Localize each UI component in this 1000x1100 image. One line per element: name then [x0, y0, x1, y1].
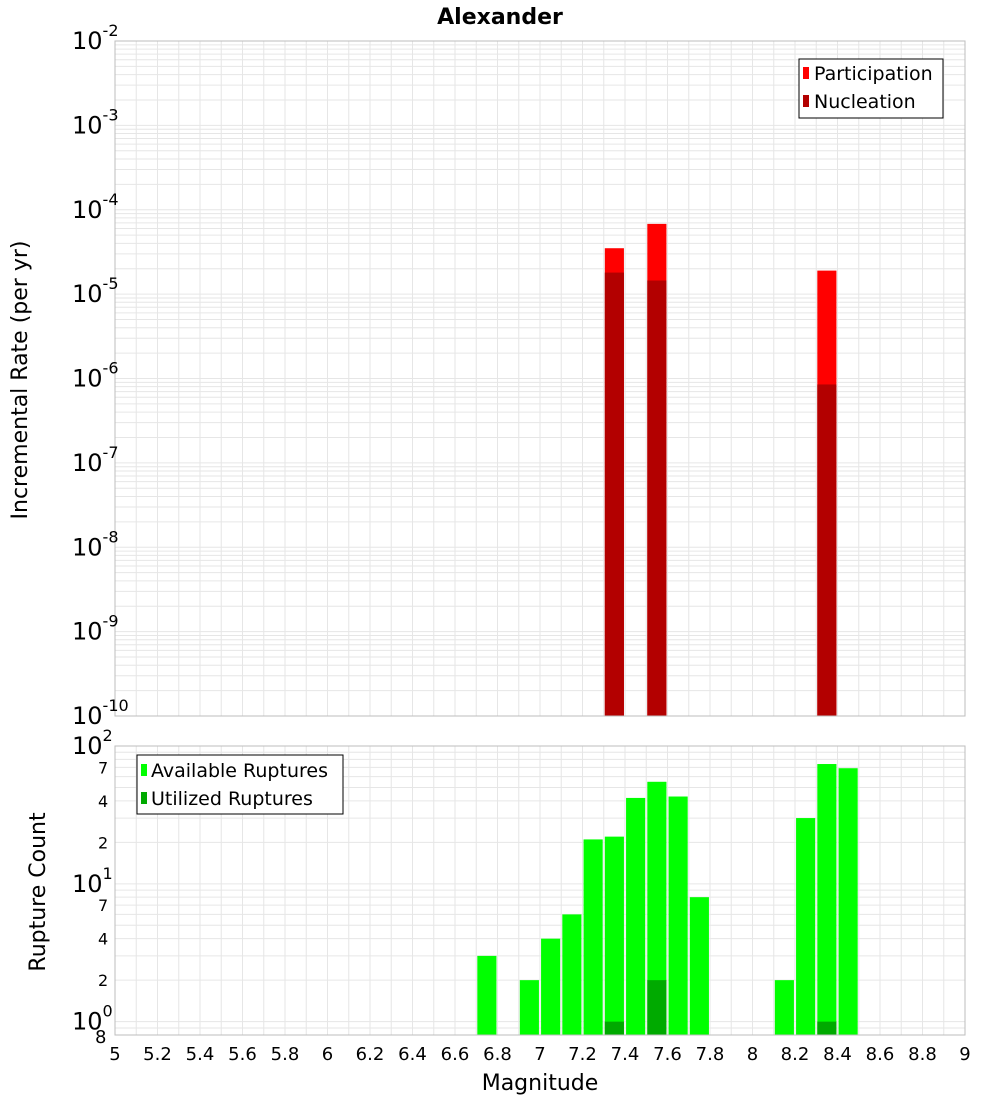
top-y-tick-exponent: -5	[103, 274, 119, 293]
x-tick-label: 5	[109, 1044, 120, 1065]
x-tick-label: 5.6	[228, 1044, 257, 1065]
x-tick-label: 8.8	[908, 1044, 937, 1065]
bottom-y-tick-label: 2	[98, 833, 108, 852]
available-ruptures-bar	[477, 955, 497, 1035]
available-ruptures-bar	[668, 796, 688, 1035]
chart-title: Alexander	[437, 5, 563, 30]
legend-swatch	[141, 792, 147, 804]
top-y-tick-label: 10-2	[72, 21, 119, 55]
top-y-tick-label: 10-10	[72, 696, 129, 730]
top-y-tick-exponent: -2	[103, 21, 119, 40]
available-ruptures-bar	[689, 897, 709, 1035]
legend-swatch	[141, 764, 147, 776]
utilized-ruptures-bar	[817, 1021, 837, 1035]
bottom-legend-box	[136, 754, 344, 815]
nucleation-bar	[817, 384, 837, 716]
x-tick-label: 7.4	[611, 1044, 640, 1065]
bottom-y-tick-label: 7	[98, 758, 108, 777]
top-y-tick-exponent: -4	[103, 190, 119, 209]
x-tick-label: 7.6	[653, 1044, 682, 1065]
bottom-y-tick-label: 101	[72, 864, 113, 898]
nucleation-bar	[647, 280, 667, 716]
bottom-y-tick-exponent: 0	[103, 1002, 113, 1021]
legend-label: Participation	[814, 63, 933, 85]
available-ruptures-bar	[562, 914, 582, 1035]
top-y-tick-label: 10-4	[72, 190, 119, 224]
top-y-tick-label: 10-8	[72, 527, 119, 561]
available-ruptures-bar	[796, 818, 816, 1035]
bottom-y-tick-exponent: 1	[103, 864, 113, 883]
legend-label: Utilized Ruptures	[151, 788, 313, 810]
legend-swatch	[803, 95, 809, 107]
x-tick-label: 8	[747, 1044, 758, 1065]
bottom-y-tick-label: 102	[72, 726, 113, 760]
available-ruptures-bar	[774, 980, 794, 1035]
x-tick-label: 6.8	[483, 1044, 512, 1065]
top-y-tick-exponent: -6	[103, 359, 119, 378]
x-tick-label: 6.4	[398, 1044, 427, 1065]
available-ruptures-bar	[541, 938, 561, 1035]
top-legend-box	[798, 58, 944, 119]
top-legend: Participation Nucleation	[798, 58, 944, 119]
utilized-ruptures-bar	[604, 1021, 624, 1035]
x-tick-label: 5.2	[143, 1044, 172, 1065]
bottom-y-tick-label: 4	[98, 792, 108, 811]
top-y-tick-label: 10-5	[72, 274, 119, 308]
x-tick-label: 6.2	[356, 1044, 385, 1065]
x-tick-label: 7	[534, 1044, 545, 1065]
top-y-tick-exponent: -8	[103, 527, 119, 546]
x-axis-label: Magnitude	[482, 1071, 599, 1096]
legend-label: Nucleation	[814, 91, 916, 113]
available-ruptures-bar	[647, 781, 667, 1035]
legend-swatch	[803, 67, 809, 79]
x-tick-label: 5.8	[271, 1044, 300, 1065]
x-tick-label: 8.4	[823, 1044, 852, 1065]
available-ruptures-bar	[838, 768, 858, 1035]
top-y-tick-exponent: -7	[103, 443, 119, 462]
x-tick-label: 8.2	[781, 1044, 810, 1065]
bottom-y-tick-label: 100	[72, 1002, 113, 1036]
available-ruptures-bar	[519, 980, 539, 1035]
top-y-tick-exponent: -10	[103, 696, 129, 715]
legend-label: Available Ruptures	[151, 760, 328, 782]
bottom-plot-frame	[114, 745, 966, 1036]
top-panel: 10-10 10-9 10-8 10-7 10-6 10-5 10-4 10-3 10-2 Par…	[72, 21, 966, 730]
available-ruptures-bar	[604, 836, 624, 1035]
top-y-axis-label: Incremental Rate (per yr)	[8, 241, 33, 520]
top-y-tick-label: 10-9	[72, 612, 119, 646]
top-y-tick-label: 10-7	[72, 443, 119, 477]
bottom-y-tick-label: 8	[95, 1027, 106, 1048]
utilized-ruptures-bar	[647, 980, 667, 1035]
top-y-tick-exponent: -9	[103, 612, 119, 631]
x-tick-label: 7.8	[696, 1044, 725, 1065]
top-y-tick-label: 10-6	[72, 359, 119, 393]
bottom-y-tick-exponent: 2	[103, 726, 113, 745]
available-ruptures-bar	[626, 797, 646, 1035]
available-ruptures-bar	[583, 839, 603, 1035]
top-y-tick-exponent: -3	[103, 105, 119, 124]
bottom-y-axis-label: Rupture Count	[26, 812, 51, 972]
x-tick-label: 9	[959, 1044, 970, 1065]
nucleation-bar	[604, 272, 624, 716]
x-tick-label: 7.2	[568, 1044, 597, 1065]
x-tick-label: 6.6	[441, 1044, 470, 1065]
bottom-y-tick-label: 7	[98, 896, 108, 915]
bottom-y-tick-label: 4	[98, 930, 108, 949]
x-tick-label: 8.6	[866, 1044, 895, 1065]
available-ruptures-bar	[817, 764, 837, 1035]
top-y-tick-label: 10-3	[72, 105, 119, 139]
bottom-legend: Available Ruptures Utilized Ruptures	[136, 754, 344, 815]
bottom-y-tick-label: 2	[98, 971, 108, 990]
x-tick-label: 5.4	[186, 1044, 215, 1065]
top-plot-frame	[114, 40, 966, 717]
x-tick-label: 6	[322, 1044, 333, 1065]
